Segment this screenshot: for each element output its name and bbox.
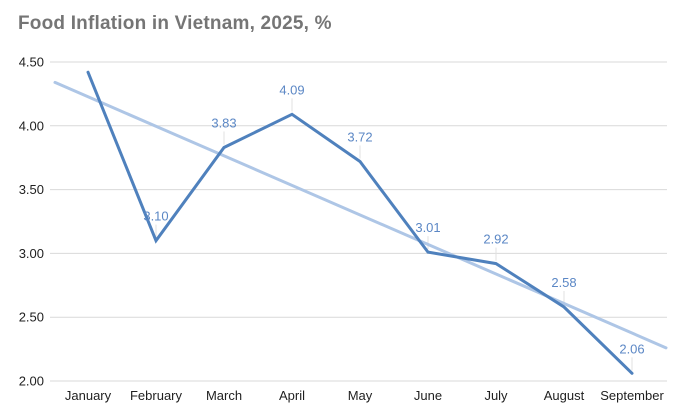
data-point-label: 3.10 <box>143 209 168 224</box>
x-axis-tick-label: March <box>206 388 242 403</box>
data-point-label: 3.83 <box>211 115 236 130</box>
data-point-label: 2.92 <box>483 232 508 247</box>
x-axis-tick-label: February <box>130 388 183 403</box>
x-axis-tick-label: September <box>600 388 664 403</box>
y-axis-tick-label: 4.50 <box>19 55 44 70</box>
y-axis-tick-label: 4.00 <box>19 118 44 133</box>
x-axis-tick-label: April <box>279 388 305 403</box>
trendline <box>53 80 668 350</box>
y-axis-tick-label: 2.00 <box>19 374 44 389</box>
x-axis-tick-label: July <box>484 388 508 403</box>
data-point-label: 2.58 <box>551 275 576 290</box>
data-point-label: 3.01 <box>415 220 440 235</box>
y-axis-tick-label: 2.50 <box>19 310 44 325</box>
series-line <box>86 70 634 375</box>
x-axis-tick-label: May <box>348 388 373 403</box>
x-axis-tick-label: August <box>544 388 585 403</box>
y-axis-tick-label: 3.50 <box>19 182 44 197</box>
x-axis-tick-label: June <box>414 388 442 403</box>
x-axis-tick-label: January <box>65 388 112 403</box>
chart-title: Food Inflation in Vietnam, 2025, % <box>18 13 332 34</box>
data-point-label: 2.06 <box>619 341 644 356</box>
data-point-label: 3.72 <box>347 130 372 145</box>
y-axis-tick-label: 3.00 <box>19 246 44 261</box>
data-point-label: 4.09 <box>279 82 304 97</box>
